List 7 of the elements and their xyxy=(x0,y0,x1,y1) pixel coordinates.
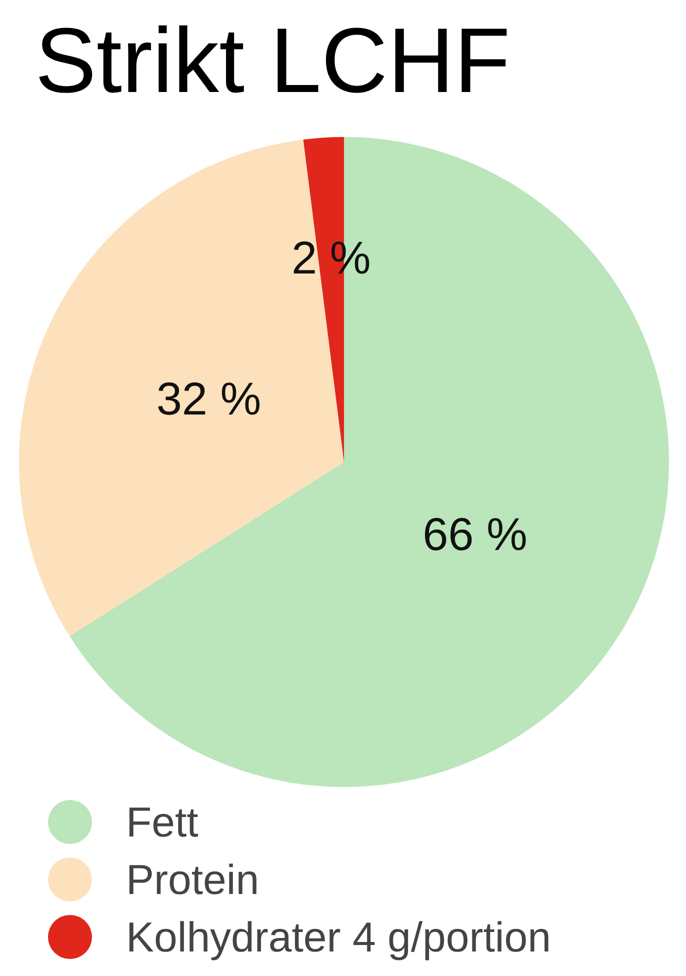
legend-label: Fett xyxy=(126,798,199,846)
legend-label: Protein xyxy=(126,856,260,903)
chart-title: Strikt LCHF xyxy=(35,10,510,112)
legend-label: Kolhydrater 4 g/portion xyxy=(126,914,551,960)
pie-slice xyxy=(70,137,669,787)
data-label: 66 % xyxy=(422,508,528,560)
data-label: 32 % xyxy=(156,372,262,424)
